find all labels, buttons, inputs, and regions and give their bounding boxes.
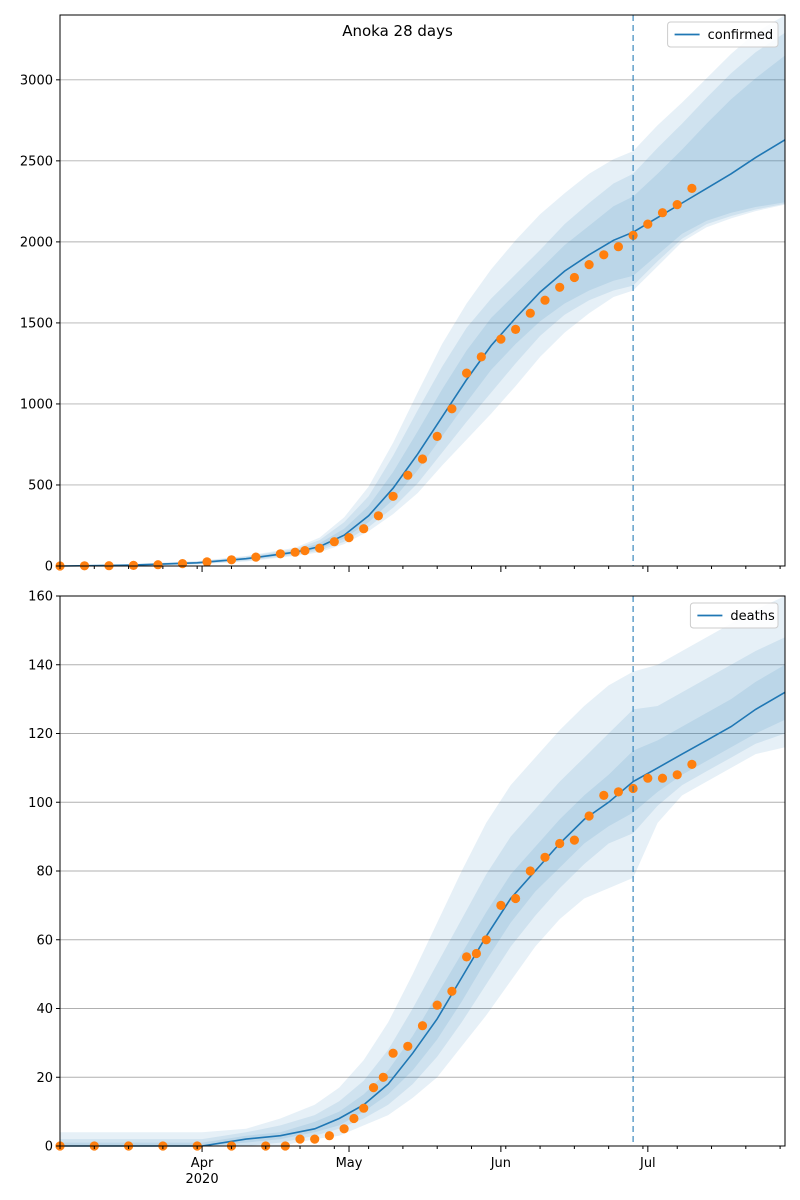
observed-point: [496, 334, 506, 344]
y-tick-label: 160: [28, 590, 53, 605]
plot-frame: [59, 14, 786, 567]
observed-point: [128, 560, 139, 571]
y-tick-label: 80: [36, 865, 53, 880]
observed-point: [417, 454, 428, 464]
y-tick-label: 1000: [20, 397, 53, 412]
observed-point: [462, 368, 472, 378]
uncertainty-band: [60, 596, 785, 1146]
observed-point: [657, 208, 668, 218]
x-tick-label: Apr: [191, 1156, 214, 1171]
observed-point: [295, 1134, 305, 1144]
observed-point: [643, 773, 653, 783]
observed-point: [153, 560, 163, 570]
observed-point: [324, 1131, 334, 1141]
y-tick-label: 3000: [20, 73, 53, 88]
observed-point: [555, 282, 565, 292]
observed-point: [329, 537, 339, 547]
y-tick-label: 0: [45, 560, 53, 575]
observed-point: [476, 352, 486, 362]
observed-point: [481, 935, 491, 945]
legend-label: deaths: [730, 609, 775, 624]
observed-point: [290, 547, 300, 557]
observed-point: [471, 948, 481, 959]
observed-point: [251, 552, 261, 562]
observed-point: [569, 272, 580, 283]
observed-point: [417, 1021, 428, 1031]
uncertainty-band: [60, 664, 785, 1146]
observed-point: [555, 838, 565, 849]
y-tick-label: 500: [28, 478, 53, 493]
observed-point: [525, 866, 535, 876]
observed-point: [672, 770, 682, 780]
observed-point: [496, 900, 506, 911]
observed-point: [447, 986, 457, 996]
observed-point: [432, 431, 442, 441]
y-tick-label: 140: [28, 658, 53, 673]
observed-point: [403, 470, 413, 480]
observed-point: [540, 852, 550, 862]
observed-point: [315, 543, 325, 553]
y-tick-label: 1500: [20, 316, 53, 331]
observed-point: [584, 811, 594, 821]
observed-point: [349, 1113, 359, 1124]
observed-point: [540, 295, 550, 305]
observed-point: [462, 952, 472, 962]
legend: [689, 602, 779, 629]
legend: [667, 21, 779, 48]
observed-point: [339, 1124, 349, 1134]
observed-point: [359, 524, 369, 534]
observed-point: [403, 1041, 413, 1051]
observed-point: [643, 219, 653, 229]
x-tick-label: May: [336, 1156, 363, 1171]
observed-point: [613, 787, 624, 797]
observed-point: [359, 1103, 369, 1113]
y-tick-label: 120: [28, 727, 53, 742]
observed-point: [388, 1048, 398, 1058]
y-tick-label: 2000: [20, 235, 53, 250]
y-tick-label: 40: [36, 1002, 53, 1017]
y-tick-label: 0: [45, 1140, 53, 1155]
x-tick-sublabel: 2020: [186, 1172, 219, 1187]
observed-point: [525, 308, 535, 318]
observed-point: [569, 835, 580, 845]
observed-point: [599, 250, 609, 260]
observed-point: [584, 260, 594, 270]
y-tick-label: 20: [36, 1071, 53, 1086]
observed-point: [226, 555, 237, 565]
confirmed-chart-panel: 0 500 1000 1500 2000 2500 3000 Anoka 28 days con…: [20, 14, 786, 575]
y-tick-label: 100: [28, 796, 53, 811]
x-tick-label: Jun: [490, 1156, 511, 1171]
observed-point: [687, 759, 697, 770]
observed-point: [447, 404, 457, 414]
model-line: [60, 691, 786, 1147]
observed-point: [388, 491, 398, 501]
observed-point: [275, 549, 285, 559]
observed-point: [368, 1083, 379, 1093]
observed-point: [373, 511, 383, 521]
observed-point: [613, 242, 624, 252]
uncertainty-band: [60, 15, 785, 566]
observed-point: [300, 546, 310, 556]
observed-point: [378, 1072, 388, 1082]
observed-point: [344, 533, 354, 543]
y-tick-label: 2500: [20, 154, 53, 169]
observed-point: [672, 200, 682, 210]
y-tick-label: 60: [36, 933, 53, 948]
observed-point: [599, 790, 609, 801]
observed-point: [202, 557, 212, 567]
observed-point: [177, 559, 188, 569]
observed-point: [510, 324, 521, 334]
observed-point: [432, 1000, 442, 1010]
observed-point: [657, 773, 668, 783]
observed-point: [510, 893, 521, 904]
observed-point: [687, 183, 697, 193]
legend-label: confirmed: [708, 28, 774, 43]
uncertainty-band: [60, 637, 785, 1146]
chart-title: Anoka 28 days: [342, 22, 453, 40]
x-tick-label: Jul: [639, 1156, 656, 1171]
observed-point: [310, 1134, 320, 1144]
